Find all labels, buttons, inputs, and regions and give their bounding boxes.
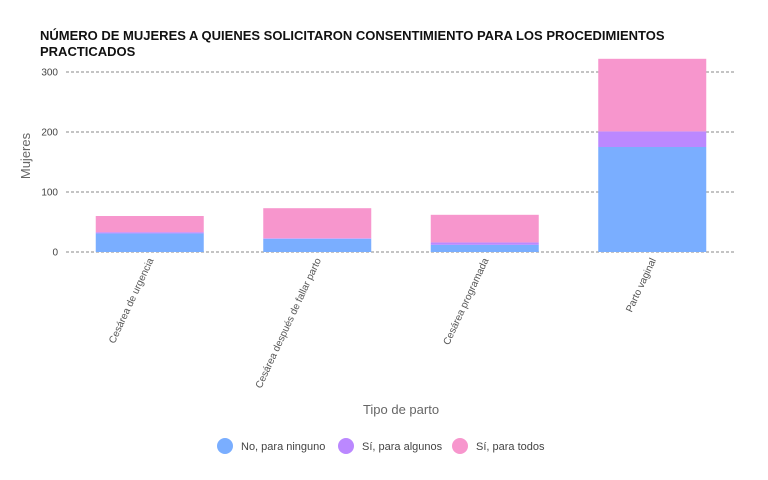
bar-segment[interactable]	[430, 214, 539, 243]
legend-swatch	[217, 438, 233, 454]
bar-segment[interactable]	[430, 244, 539, 252]
legend-swatch	[452, 438, 468, 454]
chart-title: NÚMERO DE MUJERES A QUIENES SOLICITARON …	[40, 28, 665, 59]
y-tick-label: 200	[41, 128, 58, 139]
bar-segment[interactable]	[95, 233, 204, 252]
legend-label[interactable]: No, para ninguno	[241, 441, 325, 453]
legend-label[interactable]: Sí, para algunos	[362, 441, 443, 453]
bar-segment[interactable]	[95, 232, 204, 234]
legend-label[interactable]: Sí, para todos	[476, 441, 545, 453]
bar-segment[interactable]	[598, 131, 707, 147]
bar-segment[interactable]	[95, 216, 204, 233]
y-tick-label: 300	[41, 68, 58, 79]
bar-segment[interactable]	[598, 147, 707, 252]
y-tick-label: 100	[41, 188, 58, 199]
bar-segment[interactable]	[598, 58, 707, 132]
y-axis-title: Mujeres	[18, 132, 33, 179]
x-axis-title: Tipo de parto	[363, 402, 439, 417]
bar-segment[interactable]	[263, 238, 372, 252]
legend-swatch	[338, 438, 354, 454]
bar-segment[interactable]	[263, 208, 372, 239]
x-tick-label: Cesárea programada	[442, 256, 492, 347]
y-tick-label: 0	[52, 248, 58, 259]
x-tick-label: Cesárea de urgencia	[107, 256, 156, 345]
x-tick-label: Cesárea después de fallar parto	[254, 256, 324, 390]
bar-segment[interactable]	[263, 238, 372, 239]
bar-segment[interactable]	[430, 242, 539, 245]
x-tick-label: Parto vaginal	[624, 257, 659, 315]
